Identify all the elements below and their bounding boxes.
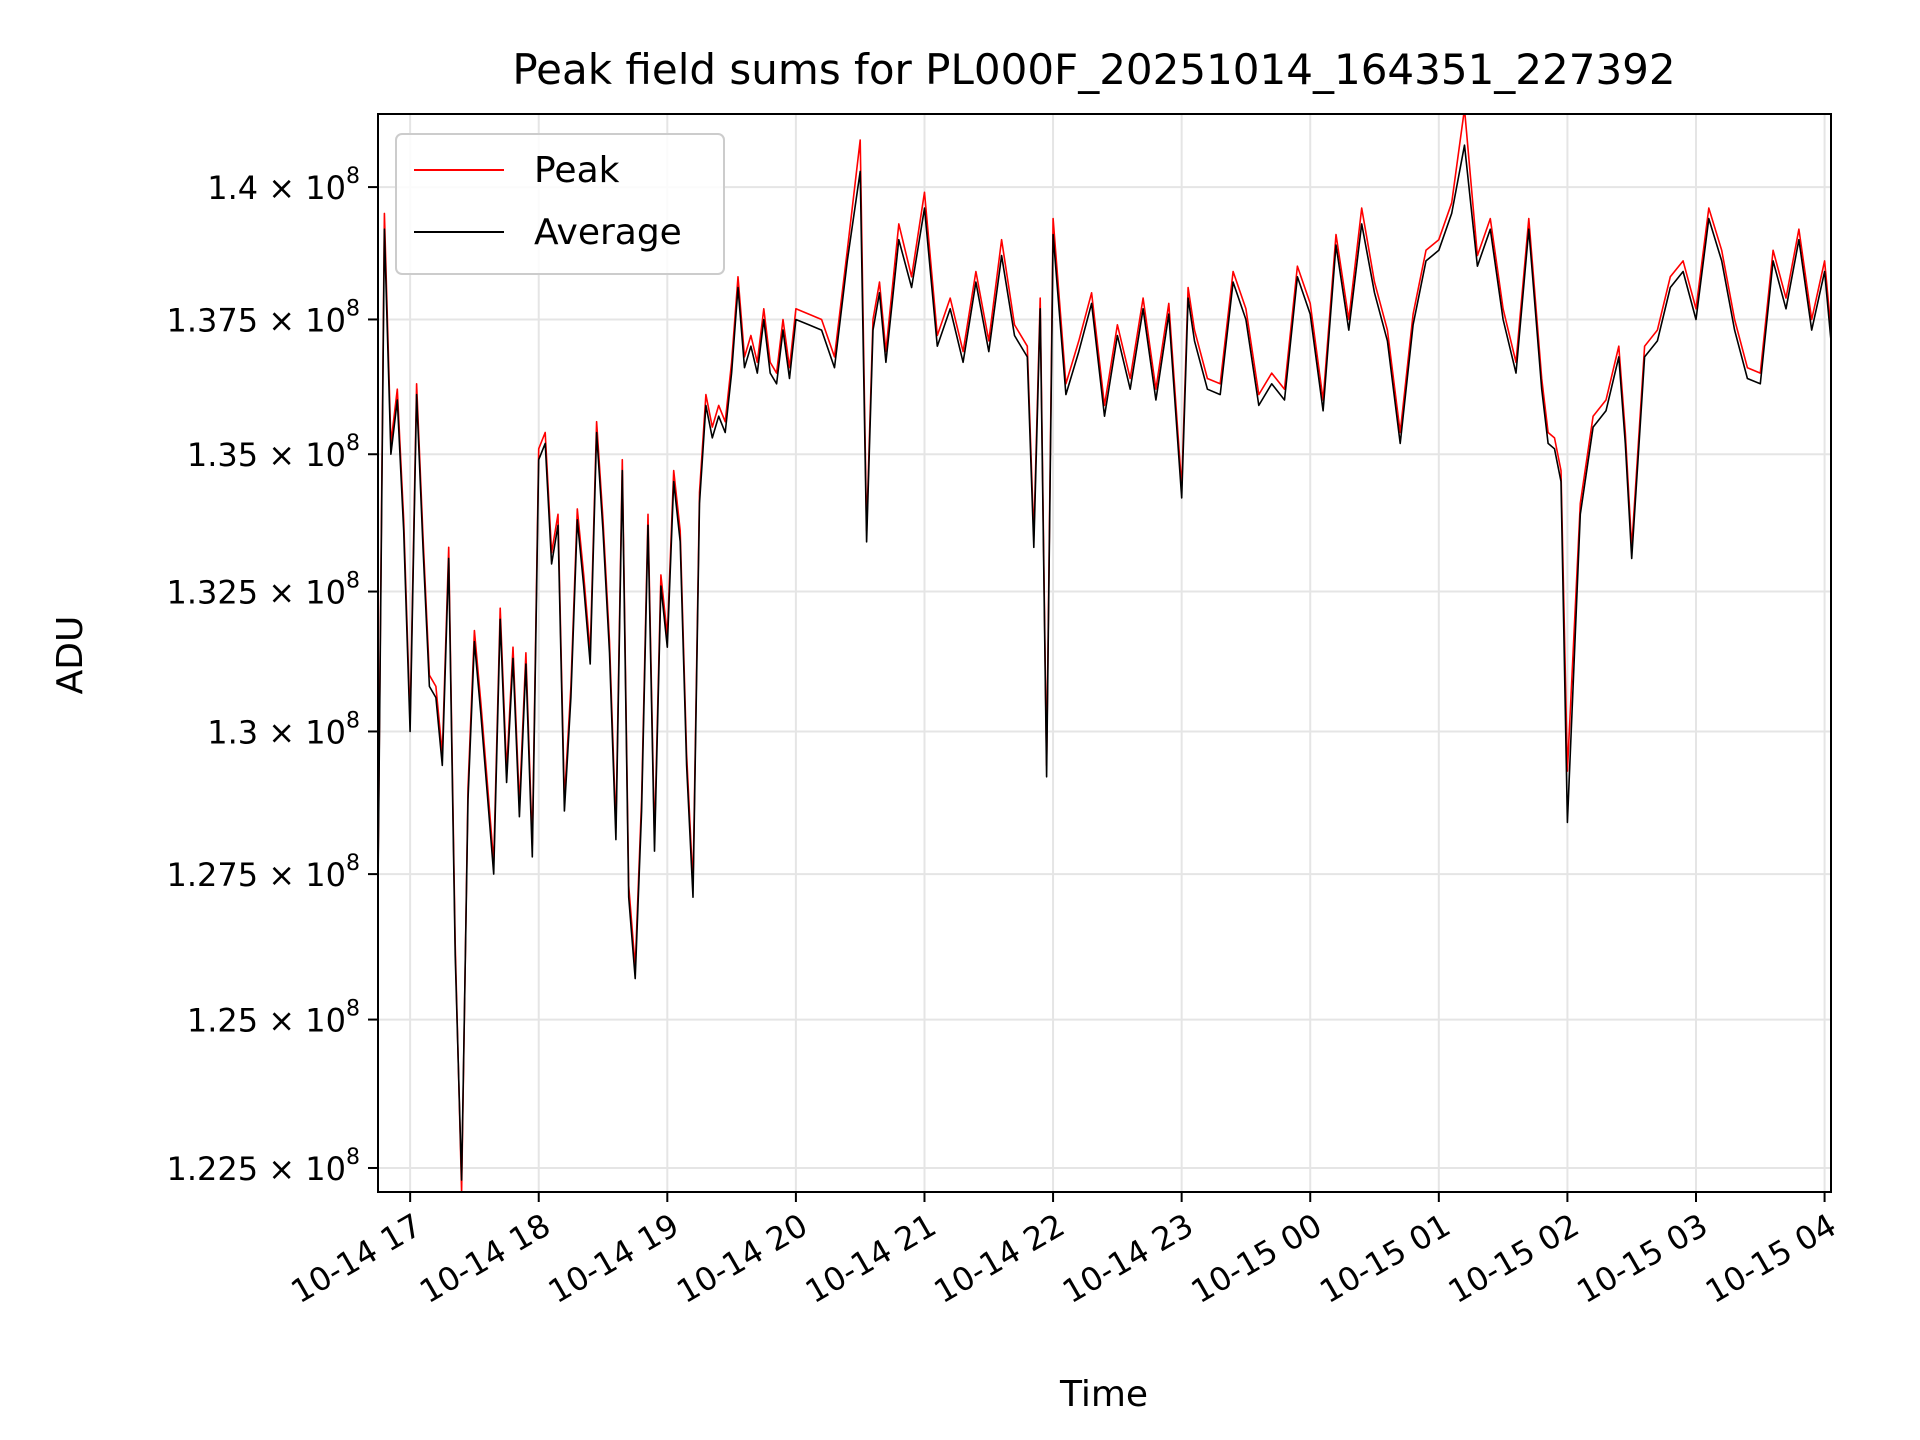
y-axis-ticks: 1.225 × 108 1.25 × 108 1.275 × 108 1.3 × 10…	[167, 164, 378, 1188]
series-layer	[378, 114, 1831, 1192]
grid	[378, 114, 1831, 1192]
y-tick-label: 1.325 × 108	[167, 569, 360, 612]
plot-frame	[377, 113, 1832, 1193]
y-tick-label: 1.275 × 108	[167, 851, 360, 894]
series-line-average	[378, 144, 1831, 1181]
x-axis-label: Time	[1059, 1374, 1148, 1415]
y-tick-label: 1.3 × 108	[207, 708, 360, 751]
legend-label-peak: Peak	[534, 150, 620, 191]
legend: Peak Average	[395, 133, 725, 275]
legend-label-average: Average	[534, 212, 682, 253]
y-tick-label: 1.225 × 108	[167, 1145, 360, 1188]
series-line-peak	[378, 114, 1831, 1192]
y-tick-label: 1.25 × 108	[187, 997, 360, 1040]
y-tick-label: 1.4 × 108	[207, 164, 360, 207]
y-tick-label: 1.35 × 108	[187, 431, 360, 474]
y-tick-label: 1.375 × 108	[167, 296, 360, 339]
y-axis-label: ADU	[50, 616, 91, 695]
chart-title: Peak field sums for PL000F_20251014_1643…	[512, 45, 1675, 94]
